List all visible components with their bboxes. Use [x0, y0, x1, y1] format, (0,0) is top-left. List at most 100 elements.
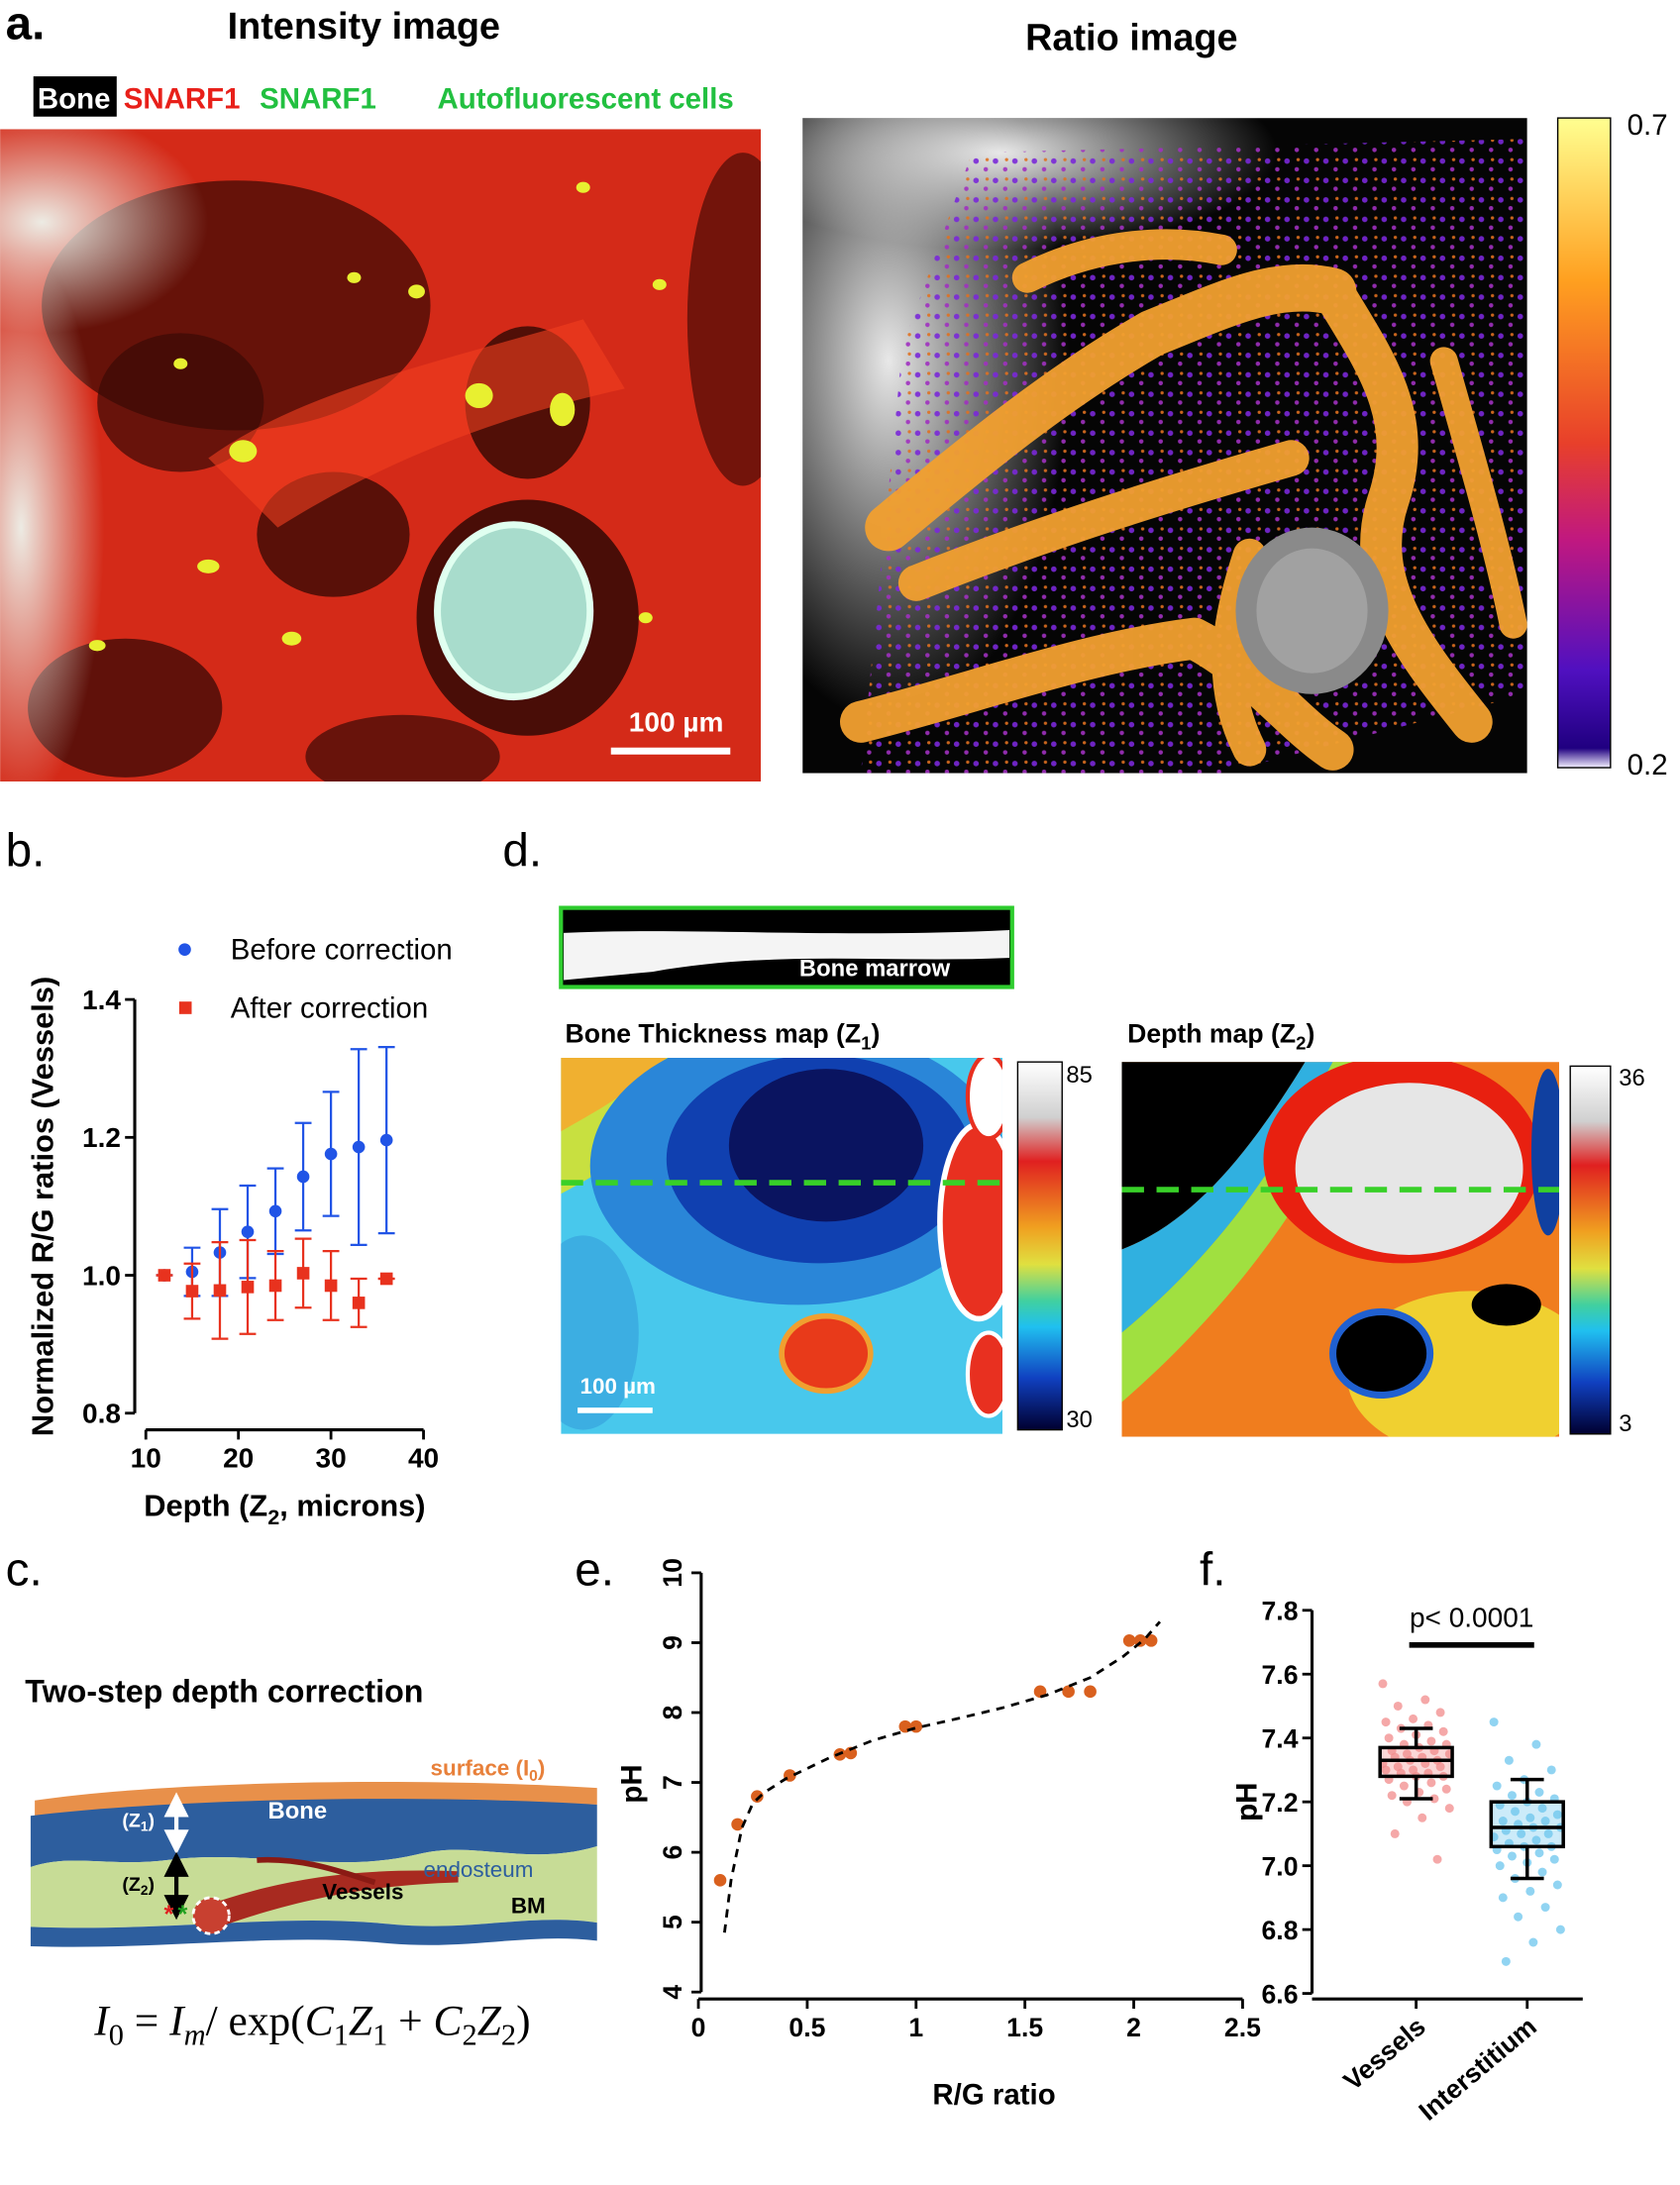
- y-tick-label: 7: [658, 1775, 687, 1790]
- point: [1378, 1679, 1388, 1689]
- diagram-label: Vessels: [322, 1879, 403, 1904]
- point: [1384, 1733, 1394, 1743]
- channel-label: SNARF1: [260, 82, 376, 115]
- colorbar-label: 3: [1619, 1410, 1631, 1437]
- point: [1390, 1828, 1400, 1838]
- point: [713, 1874, 727, 1887]
- point: [1435, 1762, 1445, 1772]
- point: [1426, 1778, 1436, 1788]
- point: [1511, 1807, 1521, 1817]
- y-axis-title: Normalized R/G ratios (Vessels): [25, 977, 59, 1436]
- legend-label: After correction: [231, 991, 429, 1024]
- point: [1418, 1813, 1427, 1822]
- channel-label: Autofluorescent cells: [438, 82, 734, 115]
- point: [1517, 1828, 1526, 1838]
- scale-bar-label: 100 µm: [580, 1374, 656, 1399]
- y-tick-label: 1.4: [82, 985, 121, 1015]
- channel-chip: [33, 76, 117, 117]
- point: [844, 1746, 858, 1760]
- point: [751, 1790, 764, 1803]
- x-tick-label: 0.5: [788, 2013, 825, 2042]
- y-tick-label: 6.8: [1262, 1916, 1299, 1945]
- point: [1420, 1695, 1430, 1705]
- point: [731, 1818, 744, 1831]
- point: [1507, 1851, 1517, 1861]
- point: [158, 1269, 171, 1282]
- panel-title: Two-step depth correction: [25, 1673, 423, 1709]
- x-axis-title: Depth (Z2, microns): [144, 1488, 425, 1528]
- point: [1501, 1956, 1511, 1966]
- legend-marker: [178, 1001, 192, 1014]
- point: [268, 1279, 282, 1293]
- colorbar: [1556, 117, 1612, 769]
- x-tick-label: 30: [316, 1442, 347, 1473]
- point: [324, 1279, 338, 1293]
- inset-label: Bone marrow: [799, 955, 951, 982]
- fit-line: [723, 1620, 1161, 1933]
- point: [1525, 1886, 1535, 1896]
- point: [1525, 1813, 1535, 1822]
- colorbar-label: 0.2: [1628, 749, 1668, 781]
- x-axis-title-part: Depth (Z: [144, 1488, 267, 1522]
- y-tick-label: 7.2: [1262, 1788, 1299, 1818]
- point: [1429, 1794, 1439, 1804]
- diagram-label: surface (I0): [431, 1756, 546, 1786]
- x-tick-label: 1.5: [1006, 2013, 1043, 2042]
- point: [1438, 1726, 1448, 1736]
- depth-diagram: * *: [30, 1782, 597, 1947]
- panel-label: d.: [502, 825, 542, 878]
- point: [324, 1147, 338, 1161]
- point: [1492, 1781, 1502, 1791]
- diagram-label: endosteum: [424, 1857, 534, 1882]
- point: [1531, 1739, 1541, 1749]
- y-tick-label: 1.2: [82, 1122, 121, 1153]
- point: [213, 1284, 227, 1298]
- scale-bar-label: 100 µm: [629, 707, 724, 738]
- point: [241, 1225, 255, 1238]
- point: [1552, 1810, 1562, 1820]
- point: [1435, 1708, 1445, 1717]
- point: [1084, 1685, 1097, 1699]
- point: [1549, 1854, 1559, 1864]
- point: [1534, 1788, 1544, 1797]
- y-tick-label: 7.4: [1262, 1724, 1299, 1754]
- x-tick-label: Interstitium: [1414, 2012, 1542, 2127]
- y-axis-title: pH: [616, 1764, 649, 1803]
- point: [1540, 1903, 1550, 1913]
- point: [1555, 1925, 1565, 1934]
- y-tick-label: 8: [658, 1706, 687, 1720]
- panel-label: a.: [6, 0, 46, 50]
- panel-label: c.: [6, 1544, 43, 1597]
- colorbar-label: 85: [1066, 1062, 1093, 1089]
- bone-inset: [559, 905, 1014, 989]
- diagram-label: BM: [511, 1893, 546, 1918]
- point: [1393, 1701, 1403, 1711]
- ratio-image: [802, 118, 1527, 774]
- y-tick-label: 7.8: [1262, 1597, 1299, 1626]
- point: [379, 1272, 393, 1286]
- channel-label: SNARF1: [124, 82, 241, 115]
- point: [1426, 1736, 1436, 1746]
- panel-label: e.: [575, 1544, 614, 1597]
- colorbar: [1569, 1065, 1612, 1435]
- image-title: Ratio image: [1025, 17, 1237, 58]
- point: [185, 1285, 199, 1298]
- thickness-map: 100 µm: [561, 1057, 1002, 1434]
- point: [1543, 1828, 1553, 1838]
- point: [1546, 1765, 1556, 1775]
- point: [352, 1297, 366, 1309]
- point: [268, 1204, 282, 1218]
- point: [1514, 1912, 1523, 1922]
- x-tick-label: 2.5: [1224, 2013, 1261, 2042]
- point: [1489, 1717, 1499, 1727]
- x-axis-title: R/G ratio: [932, 2079, 1055, 2112]
- diagram-label: (Z2): [122, 1874, 155, 1898]
- svg-text:*: *: [163, 1901, 173, 1928]
- legend-marker: [178, 943, 191, 956]
- channel-label: Bone: [38, 82, 111, 115]
- point: [296, 1170, 310, 1184]
- y-tick-label: 5: [658, 1915, 687, 1929]
- panel-label: f.: [1200, 1544, 1225, 1597]
